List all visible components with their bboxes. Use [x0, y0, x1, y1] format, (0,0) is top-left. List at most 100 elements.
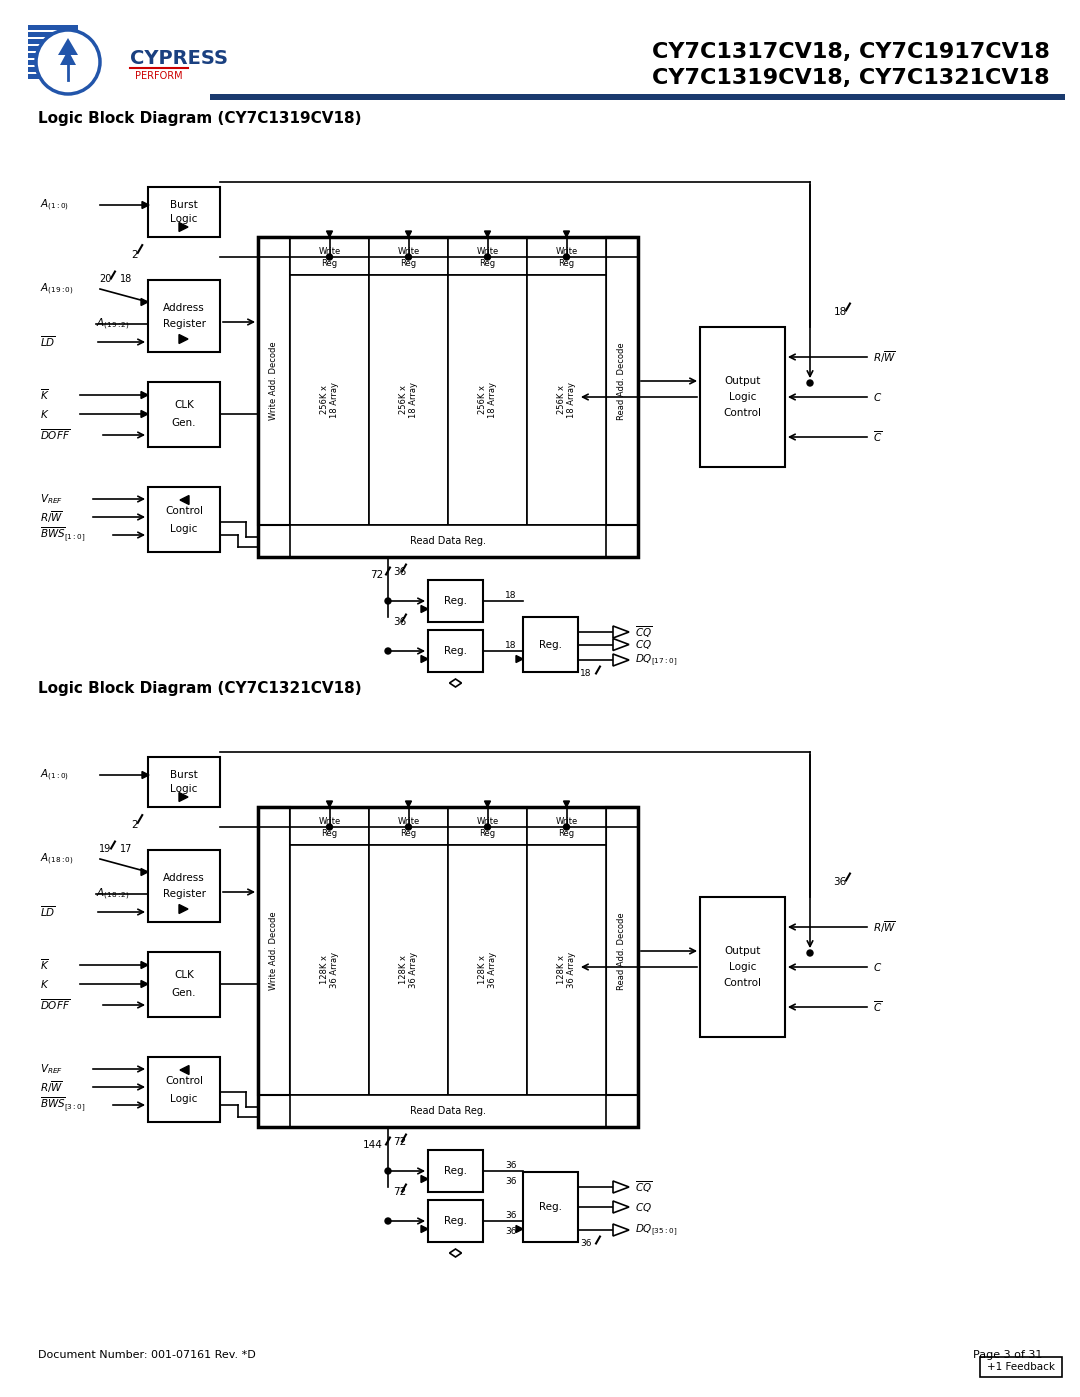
- Text: 18: 18: [834, 307, 847, 317]
- Circle shape: [405, 254, 411, 260]
- Text: Write Add. Decode: Write Add. Decode: [270, 342, 279, 420]
- Polygon shape: [449, 679, 461, 687]
- Text: $A_{(19:0)}$: $A_{(19:0)}$: [40, 281, 73, 296]
- Text: $\overline{BWS}_{[1:0]}$: $\overline{BWS}_{[1:0]}$: [40, 525, 85, 545]
- Text: $V_{REF}$: $V_{REF}$: [40, 1062, 63, 1076]
- Text: Reg: Reg: [558, 258, 575, 267]
- Text: Logic: Logic: [729, 393, 756, 402]
- Text: Control: Control: [165, 1076, 203, 1085]
- Polygon shape: [179, 904, 188, 914]
- Text: $\overline{BWS}_{[3:0]}$: $\overline{BWS}_{[3:0]}$: [40, 1095, 85, 1115]
- Polygon shape: [180, 1066, 189, 1074]
- Text: $A_{(18:2)}$: $A_{(18:2)}$: [96, 886, 130, 901]
- Bar: [28, 74, 50, 80]
- Circle shape: [405, 824, 411, 830]
- Bar: [148, 381, 220, 447]
- Polygon shape: [58, 38, 78, 54]
- Text: Reg: Reg: [401, 258, 417, 267]
- Text: $\overline{C}$: $\overline{C}$: [873, 1000, 882, 1014]
- Text: $\overline{LD}$: $\overline{LD}$: [40, 335, 56, 349]
- Text: 36: 36: [580, 1239, 592, 1249]
- Text: $A_{(1:0)}$: $A_{(1:0)}$: [40, 767, 69, 782]
- Bar: [369, 845, 448, 1095]
- Bar: [28, 53, 62, 59]
- Text: Logic Block Diagram (CY7C1321CV18): Logic Block Diagram (CY7C1321CV18): [38, 682, 362, 697]
- Polygon shape: [141, 299, 148, 306]
- Text: $K$: $K$: [40, 408, 50, 420]
- Text: 128K x
36 Array: 128K x 36 Array: [399, 951, 418, 988]
- Circle shape: [384, 1218, 391, 1224]
- Text: $R/\overline{W}$: $R/\overline{W}$: [873, 349, 896, 365]
- Polygon shape: [449, 1249, 461, 1257]
- Bar: [28, 32, 75, 36]
- Text: Reg.: Reg.: [444, 1215, 467, 1227]
- Text: 144: 144: [363, 1140, 383, 1150]
- Bar: [369, 275, 448, 525]
- Text: CY7C1319CV18, CY7C1321CV18: CY7C1319CV18, CY7C1321CV18: [652, 68, 1050, 88]
- Text: Register: Register: [162, 888, 205, 900]
- Polygon shape: [485, 800, 490, 807]
- Polygon shape: [180, 496, 189, 504]
- Text: Write: Write: [555, 246, 578, 256]
- Bar: [428, 580, 483, 622]
- Text: Burst: Burst: [171, 770, 198, 780]
- Text: Reg: Reg: [558, 828, 575, 837]
- Polygon shape: [613, 1201, 629, 1213]
- Bar: [28, 67, 54, 73]
- Polygon shape: [326, 800, 333, 807]
- Text: CLK: CLK: [174, 401, 194, 411]
- Bar: [291, 525, 606, 557]
- Text: Write: Write: [319, 816, 340, 826]
- Text: 2: 2: [132, 250, 138, 260]
- Text: PERFORM: PERFORM: [135, 71, 183, 81]
- Text: $C$: $C$: [873, 961, 882, 972]
- Polygon shape: [564, 800, 569, 807]
- Text: 72: 72: [393, 1187, 406, 1197]
- Text: Document Number: 001-07161 Rev. *D: Document Number: 001-07161 Rev. *D: [38, 1350, 256, 1361]
- Text: Logic: Logic: [729, 963, 756, 972]
- Text: CYPRESS: CYPRESS: [130, 49, 228, 67]
- Text: Reg: Reg: [322, 258, 338, 267]
- Text: Write: Write: [476, 816, 499, 826]
- Text: $K$: $K$: [40, 978, 50, 990]
- Text: Read Data Reg.: Read Data Reg.: [410, 1106, 486, 1116]
- Text: 17: 17: [120, 844, 132, 854]
- Text: $\overline{K}$: $\overline{K}$: [40, 957, 50, 972]
- Text: Page 3 of 31: Page 3 of 31: [973, 1350, 1042, 1361]
- Text: $R/\overline{W}$: $R/\overline{W}$: [40, 510, 64, 525]
- Text: 2: 2: [132, 820, 138, 830]
- Bar: [523, 1172, 578, 1242]
- Circle shape: [485, 254, 490, 260]
- Polygon shape: [613, 1224, 629, 1236]
- Text: $\overline{K}$: $\overline{K}$: [40, 387, 50, 402]
- Text: $\overline{LD}$: $\overline{LD}$: [40, 905, 56, 919]
- Text: 36: 36: [505, 1227, 516, 1235]
- Text: $CQ$: $CQ$: [635, 638, 652, 651]
- Bar: [369, 807, 448, 845]
- Bar: [448, 845, 527, 1095]
- Bar: [148, 187, 220, 237]
- Text: $\overline{DOFF}$: $\overline{DOFF}$: [40, 997, 70, 1013]
- Text: 36: 36: [393, 567, 406, 577]
- Text: $R/\overline{W}$: $R/\overline{W}$: [873, 919, 896, 935]
- Bar: [369, 237, 448, 275]
- Bar: [291, 275, 369, 525]
- Polygon shape: [141, 771, 149, 778]
- Bar: [527, 807, 606, 845]
- Polygon shape: [179, 792, 188, 802]
- Bar: [606, 237, 638, 525]
- Text: 256K x
18 Array: 256K x 18 Array: [477, 381, 497, 418]
- Bar: [606, 807, 638, 1095]
- Bar: [258, 807, 291, 1095]
- Bar: [527, 845, 606, 1095]
- Polygon shape: [60, 50, 76, 66]
- Text: $C$: $C$: [873, 391, 882, 402]
- Bar: [258, 807, 638, 1127]
- Bar: [210, 94, 1065, 101]
- Text: Reg: Reg: [401, 828, 417, 837]
- Text: Write: Write: [319, 246, 340, 256]
- Circle shape: [564, 824, 569, 830]
- Text: Reg.: Reg.: [444, 597, 467, 606]
- Circle shape: [384, 598, 391, 604]
- Bar: [148, 849, 220, 922]
